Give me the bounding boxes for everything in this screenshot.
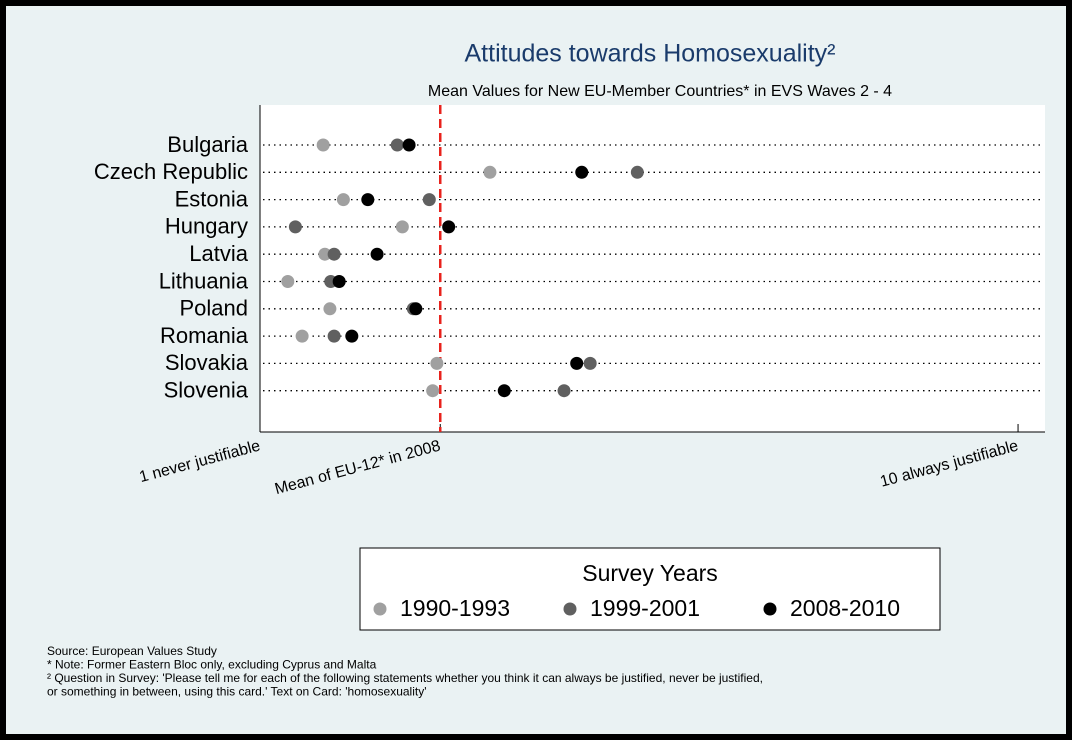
y-tick-label: Lithuania: [159, 268, 249, 293]
y-tick-label: Slovenia: [164, 378, 249, 403]
dot: [497, 384, 511, 398]
dot: [281, 275, 295, 288]
dot: [557, 384, 571, 398]
footnote: Source: European Values Study: [47, 644, 217, 658]
y-tick-label: Hungary: [165, 214, 248, 239]
y-tick-label: Latvia: [189, 241, 248, 266]
plot-area: [260, 105, 1045, 432]
y-tick-label: Romania: [160, 323, 249, 348]
dot: [332, 275, 346, 288]
dot: [345, 329, 359, 343]
y-tick-label: Bulgaria: [167, 132, 248, 157]
legend-title: Survey Years: [582, 560, 718, 586]
dot: [288, 220, 302, 234]
footnote: ² Question in Survey: 'Please tell me fo…: [47, 671, 763, 685]
dot: [316, 138, 330, 152]
legend-label: 1990-1993: [400, 595, 510, 621]
dot: [295, 329, 309, 343]
chart-title: Attitudes towards Homosexuality²: [465, 40, 836, 68]
legend-marker: [563, 602, 577, 616]
dot: [390, 138, 404, 152]
dot: [575, 165, 589, 179]
footnote: or something in between, using this card…: [47, 685, 427, 699]
y-tick-label: Poland: [179, 296, 248, 321]
footnote: * Note: Former Eastern Bloc only, exclud…: [47, 658, 377, 672]
dot: [570, 356, 584, 370]
dot: [422, 193, 436, 207]
dot: [402, 138, 416, 152]
dot: [327, 247, 341, 261]
dot: [409, 302, 423, 316]
dot: [442, 220, 456, 234]
dot: [426, 384, 440, 398]
y-tick-label: Estonia: [175, 186, 249, 211]
legend-marker: [763, 602, 777, 616]
chart-subtitle: Mean Values for New EU-Member Countries*…: [428, 83, 892, 100]
dot: [327, 329, 341, 343]
dot: [336, 193, 350, 207]
dot: [430, 356, 444, 370]
legend-marker: [373, 602, 387, 616]
dot: [395, 220, 409, 234]
legend-label: 1999-2001: [590, 595, 700, 621]
dot: [483, 165, 497, 179]
dot: [630, 165, 644, 179]
dot: [318, 247, 332, 261]
dot: [323, 302, 337, 316]
y-tick-label: Slovakia: [165, 350, 249, 375]
dot: [583, 356, 597, 370]
legend-box: [359, 547, 941, 631]
dot: [361, 193, 375, 207]
dot: [370, 247, 384, 261]
y-tick-label: Czech Republic: [94, 159, 248, 184]
legend-label: 2008-2010: [790, 595, 900, 621]
